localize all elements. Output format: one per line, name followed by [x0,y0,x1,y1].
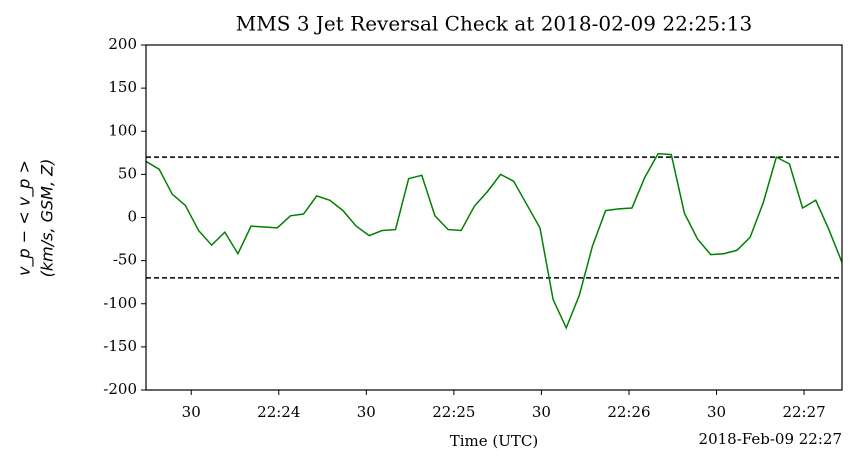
x-tick-label: 22:26 [607,403,650,421]
y-tick-label: 100 [108,121,137,139]
y-tick-label: 150 [108,78,137,96]
y-axis-label: (km/s, GSM, Z) [38,159,57,278]
y-tick-label: 200 [108,35,137,53]
y-tick-label: -150 [103,337,137,355]
x-tick-label: 22:27 [782,403,825,421]
y-tick-label: -200 [103,380,137,398]
x-tick-label: 22:24 [257,403,300,421]
y-axis-label: v_p − < v_p > [15,160,35,276]
y-tick-label: -100 [103,294,137,312]
data-line [145,152,843,330]
plot-frame [145,44,843,391]
y-tick-label: -50 [113,251,137,269]
x-tick-label: 30 [357,403,376,421]
y-tick-label: 50 [118,164,137,182]
y-tick-label: 0 [127,208,137,226]
x-tick-label: 30 [182,403,201,421]
x-tick-label: 22:25 [432,403,475,421]
x-tick-label: 30 [707,403,726,421]
x-offset-label: 2018-Feb-09 22:27 [699,430,842,448]
x-tick-label: 30 [532,403,551,421]
x-axis-label: Time (UTC) [450,432,539,450]
chart-title: MMS 3 Jet Reversal Check at 2018-02-09 2… [236,12,752,36]
